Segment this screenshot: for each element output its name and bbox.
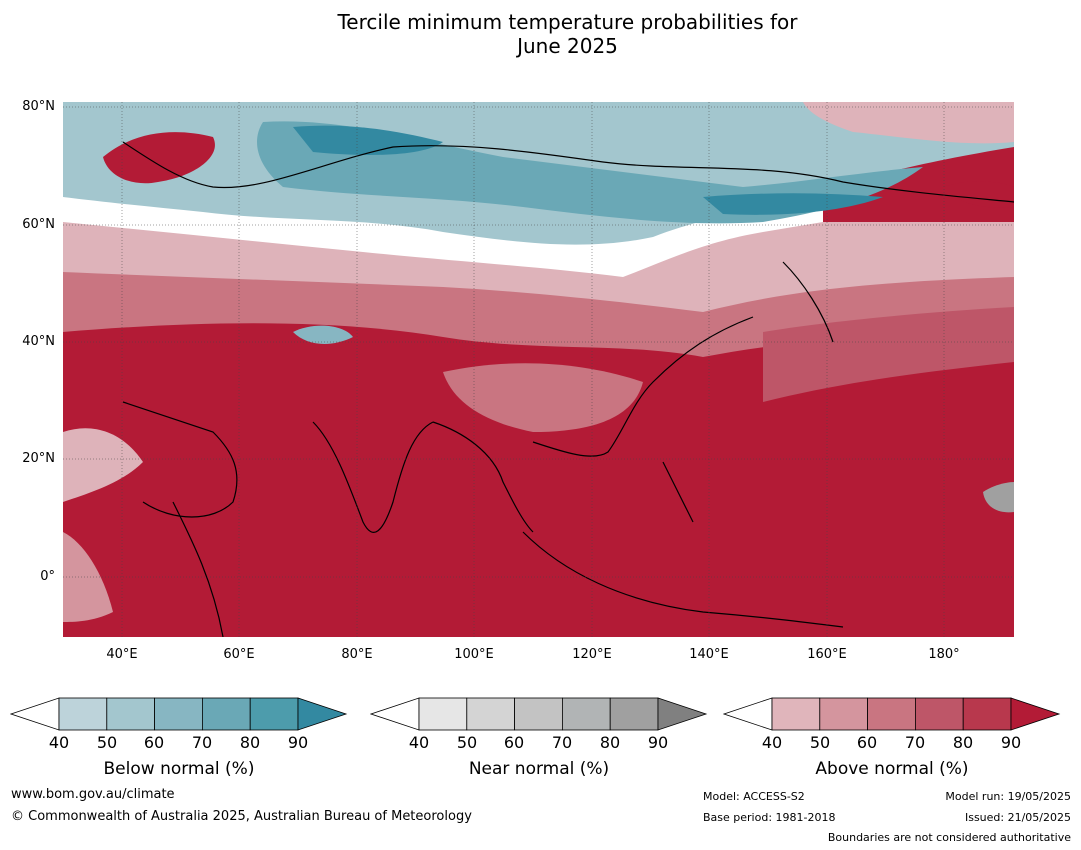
- lon-label-40e: 40°E: [106, 647, 138, 662]
- lon-label-100e: 100°E: [454, 647, 494, 662]
- colorbar-segment: [867, 697, 916, 731]
- colorbar-segment: [561, 697, 611, 731]
- tick: 40: [48, 733, 70, 752]
- near-normal-label: Near normal (%): [468, 759, 610, 779]
- tick: 60: [503, 733, 525, 752]
- above-normal-colorbar: [723, 697, 1061, 731]
- colorbar-segment: [201, 697, 251, 731]
- colorbar-segment: [249, 697, 299, 731]
- lon-label-80e: 80°E: [341, 647, 373, 662]
- lat-label-80n: 80°N: [22, 99, 55, 114]
- bom-url-link[interactable]: www.bom.gov.au/climate: [11, 787, 175, 802]
- base-period-text: Base period: 1981-2018: [703, 811, 836, 824]
- lat-label-20n: 20°N: [22, 451, 55, 466]
- tick: 80: [952, 733, 974, 752]
- coastlines: [122, 141, 1014, 637]
- colorbar-segment-over: [297, 697, 348, 731]
- lon-label-60e: 60°E: [223, 647, 255, 662]
- title-line-2: June 2025: [517, 34, 618, 58]
- lon-label-140e: 140°E: [689, 647, 729, 662]
- tick: 80: [599, 733, 621, 752]
- tick: 50: [809, 733, 831, 752]
- tick: 70: [904, 733, 926, 752]
- tick: 40: [761, 733, 783, 752]
- map-title: Tercile minimum temperature probabilitie…: [0, 10, 1081, 58]
- probability-map: [63, 102, 1014, 637]
- tianshan-below: [293, 325, 353, 344]
- lon-label-120e: 120°E: [572, 647, 612, 662]
- tick: 40: [408, 733, 430, 752]
- tick: 90: [1000, 733, 1022, 752]
- colorbar-segment-under: [10, 697, 60, 731]
- colorbar-segment: [609, 697, 659, 731]
- tick: 50: [456, 733, 478, 752]
- model-run-text: Model run: 19/05/2025: [945, 790, 1071, 803]
- below-normal-colorbar: [10, 697, 348, 731]
- colorbar-segment: [514, 697, 563, 731]
- boundaries-note: Boundaries are not considered authoritat…: [827, 831, 1071, 844]
- below-normal-label: Below normal (%): [103, 759, 255, 779]
- tick: 70: [191, 733, 213, 752]
- china-warm-patch: [443, 363, 643, 432]
- arabia-light: [63, 428, 143, 502]
- lat-label-0: 0°: [40, 569, 55, 584]
- colorbar-segment: [771, 697, 821, 731]
- lon-label-180: 180°: [928, 647, 960, 662]
- graticule: [63, 102, 1014, 637]
- colorbar-segment: [154, 697, 203, 731]
- below-north-dark: [293, 125, 883, 215]
- arctic-east-warm: [803, 102, 1014, 144]
- tick: 50: [96, 733, 118, 752]
- tick: 90: [287, 733, 309, 752]
- tick: 60: [143, 733, 165, 752]
- lat-label-60n: 60°N: [22, 217, 55, 232]
- model-text: Model: ACCESS-S2: [703, 790, 805, 803]
- tick: 80: [239, 733, 261, 752]
- above-east-band: [763, 307, 1014, 402]
- chukotka-warm: [943, 181, 1014, 208]
- colorbar-segment: [962, 697, 1012, 731]
- colorbar-segment-under: [723, 697, 773, 731]
- copyright-text: © Commonwealth of Australia 2025, Austra…: [11, 809, 472, 824]
- colorbar-segment-under: [370, 697, 420, 731]
- above-normal-ticks: 40 50 60 70 80 90: [723, 733, 1061, 752]
- title-line-1: Tercile minimum temperature probabilitie…: [337, 10, 798, 34]
- scandinavia-warm: [103, 132, 215, 184]
- near-normal-ticks: 40 50 60 70 80 90: [370, 733, 708, 752]
- above-normal-label: Above normal (%): [815, 759, 969, 779]
- colorbar-segment: [418, 697, 468, 731]
- below-normal-ticks: 40 50 60 70 80 90: [10, 733, 348, 752]
- tick: 60: [856, 733, 878, 752]
- colorbar-segment: [466, 697, 516, 731]
- colorbar-segment: [106, 697, 156, 731]
- pacific-near-patch: [983, 482, 1014, 513]
- colorbar-segment-over: [1010, 697, 1061, 731]
- lon-label-160e: 160°E: [807, 647, 847, 662]
- colorbar-segment: [58, 697, 108, 731]
- colorbar-segment-over: [657, 697, 708, 731]
- tick: 90: [647, 733, 669, 752]
- tick: 70: [551, 733, 573, 752]
- near-normal-colorbar: [370, 697, 708, 731]
- colorbar-segment: [819, 697, 869, 731]
- issued-text: Issued: 21/05/2025: [964, 811, 1071, 824]
- colorbar-segment: [914, 697, 964, 731]
- lat-label-40n: 40°N: [22, 334, 55, 349]
- africa-light: [63, 532, 113, 622]
